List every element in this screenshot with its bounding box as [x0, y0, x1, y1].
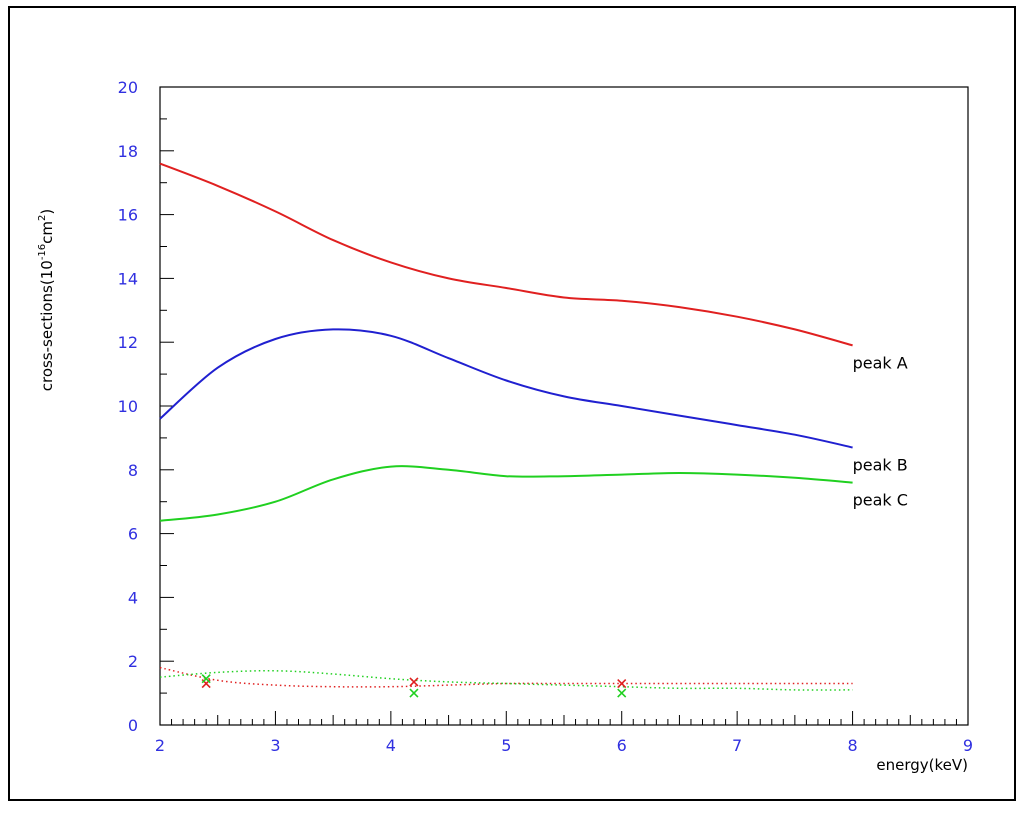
y-axis-label-unit: cm: [38, 221, 56, 244]
series-label-peak-a: peak A: [853, 353, 908, 372]
data-marker: [201, 674, 211, 684]
series-line-peak-b: [159, 328, 853, 449]
data-marker: [617, 678, 627, 689]
x-tick-label: 7: [732, 736, 742, 755]
x-tick-label: 3: [270, 736, 280, 755]
x-tick-label: 5: [501, 736, 511, 755]
y-tick-label: 14: [118, 269, 138, 288]
series-line-peak-c: [159, 465, 853, 522]
plot-area: [159, 86, 969, 726]
y-axis-ticks: 0 2 4 6 8 10 12 14 16 18 20: [118, 78, 174, 735]
y-tick-label: 10: [118, 397, 138, 416]
y-axis-label-unit-exp: 2: [37, 215, 48, 221]
y-axis-label-close: ): [38, 209, 56, 215]
y-tick-label: 18: [118, 142, 138, 161]
series-labels: peak A peak B peak C: [853, 353, 908, 509]
marker-group: [201, 674, 627, 698]
data-marker: [409, 677, 419, 687]
series-label-peak-b: peak B: [853, 455, 908, 474]
x-tick-label: 9: [963, 736, 973, 755]
y-tick-label: 12: [118, 333, 138, 352]
y-tick-label: 0: [128, 716, 138, 735]
x-tick-label: 2: [155, 736, 165, 755]
y-tick-label: 8: [128, 461, 138, 480]
series-label-peak-c: peak C: [853, 491, 908, 510]
x-axis-ticks: 2 3 4 5 6 7 8 9: [155, 711, 973, 755]
series-line-dotted-4: [159, 669, 853, 691]
y-tick-label: 20: [118, 78, 138, 97]
x-axis-label: energy(keV): [876, 756, 968, 774]
data-marker: [617, 688, 627, 698]
y-tick-label: 6: [128, 525, 138, 544]
series-line-peak-a: [159, 162, 853, 347]
y-tick-label: 16: [118, 206, 138, 225]
x-tick-label: 8: [847, 736, 857, 755]
y-axis-label: cross-sections(10-16cm2): [37, 209, 56, 392]
series-group: [159, 162, 853, 691]
data-marker: [409, 688, 419, 698]
x-tick-label: 6: [617, 736, 627, 755]
y-axis-label-main: cross-sections(10: [38, 260, 56, 391]
y-axis-label-exp: -16: [37, 244, 48, 260]
y-tick-label: 4: [128, 588, 138, 607]
y-tick-label: 2: [128, 652, 138, 671]
x-tick-label: 4: [386, 736, 396, 755]
